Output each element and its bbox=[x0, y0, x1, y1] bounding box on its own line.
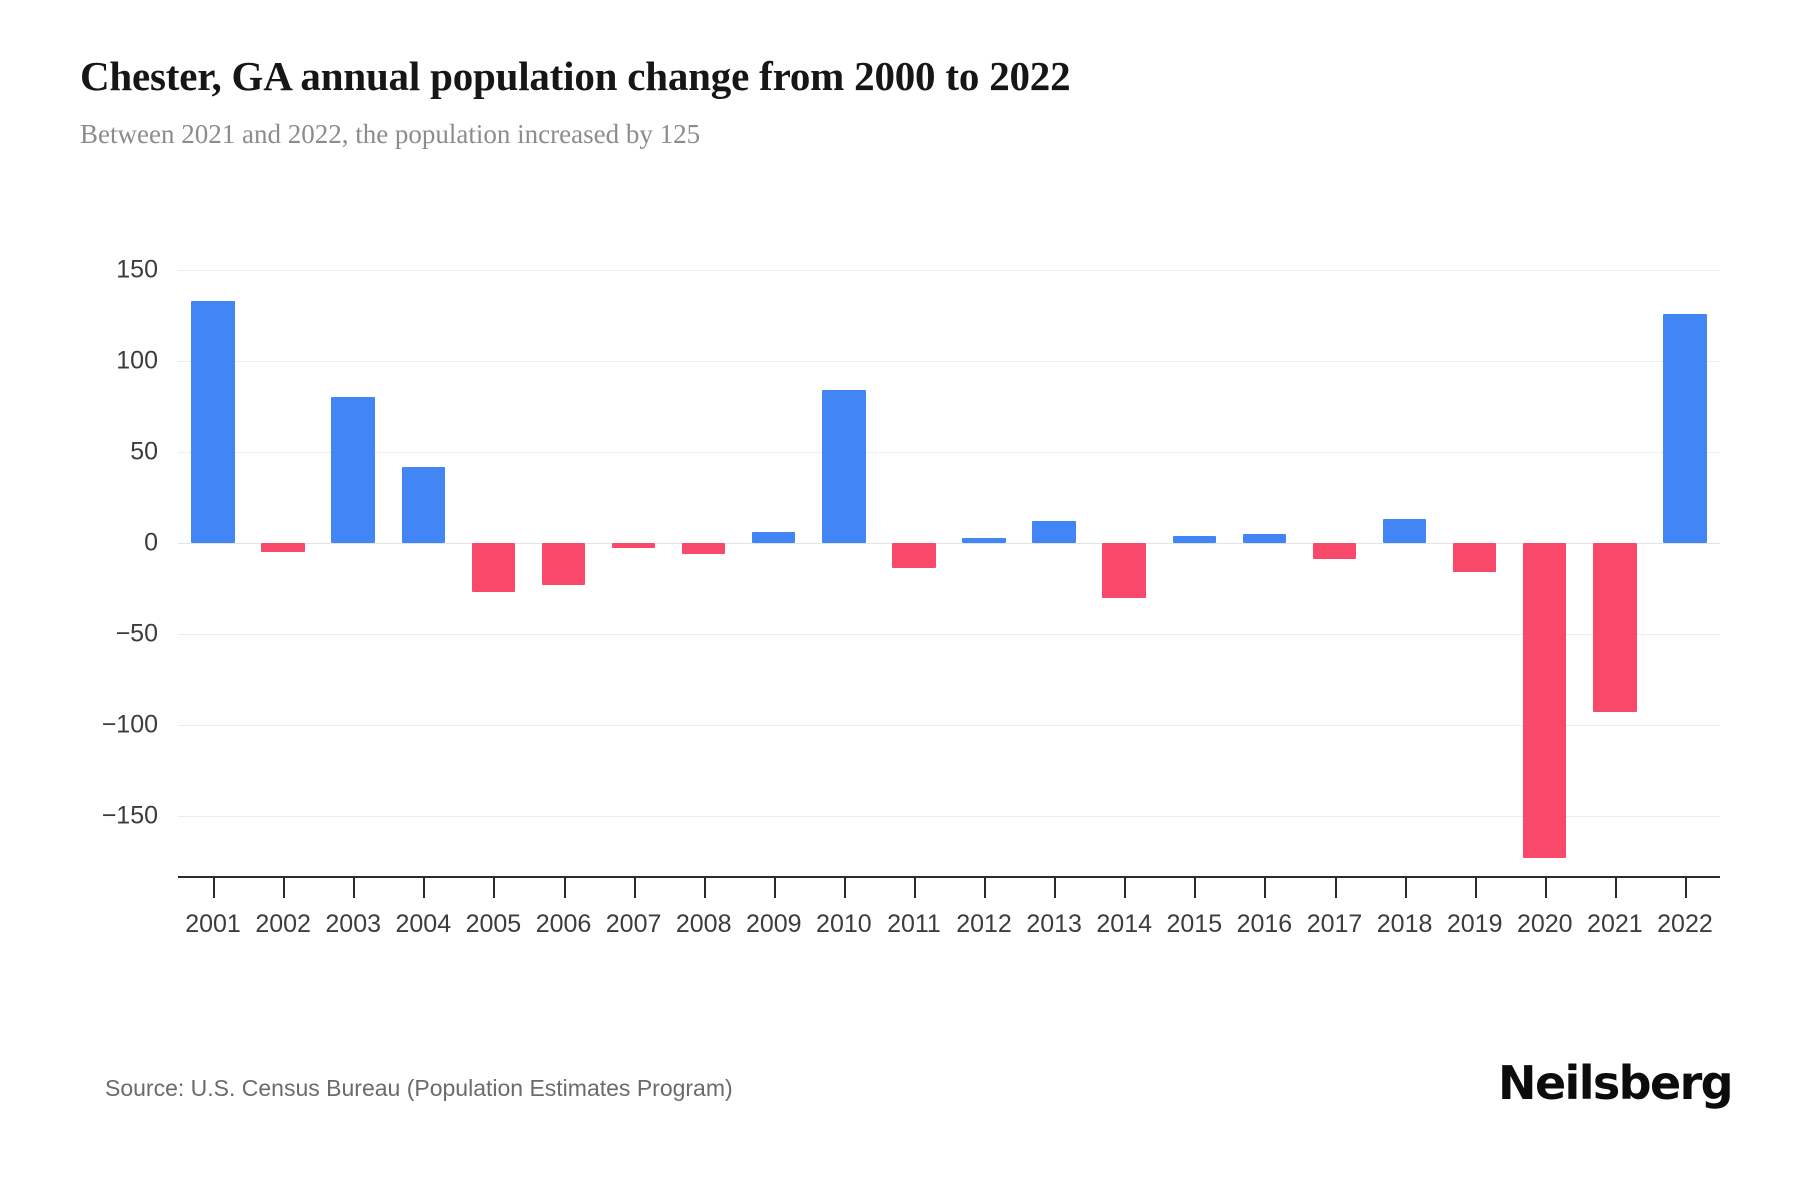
x-axis-label-2015: 2015 bbox=[1166, 910, 1223, 938]
x-axis-label-2011: 2011 bbox=[887, 910, 941, 938]
chart-subtitle: Between 2021 and 2022, the population in… bbox=[80, 119, 701, 150]
bar-2003[interactable] bbox=[331, 397, 375, 543]
bar-2016[interactable] bbox=[1242, 533, 1287, 543]
x-axis-tick bbox=[1544, 876, 1547, 898]
x-axis-tick bbox=[1334, 876, 1337, 898]
y-axis-tick-label: 150 bbox=[116, 255, 158, 284]
x-axis-tick bbox=[913, 876, 916, 898]
bar-2001[interactable] bbox=[191, 300, 235, 543]
y-axis-tick-label: 50 bbox=[130, 437, 158, 466]
gridline bbox=[178, 361, 1720, 362]
x-axis-label-2013: 2013 bbox=[1026, 910, 1082, 938]
x-axis-tick bbox=[423, 876, 426, 898]
x-axis-label-2006: 2006 bbox=[535, 910, 592, 938]
x-axis-tick bbox=[703, 876, 706, 898]
y-axis-tick-label: −50 bbox=[115, 619, 158, 648]
bar-2004[interactable] bbox=[401, 466, 446, 543]
x-axis-label-2008: 2008 bbox=[675, 910, 732, 938]
x-axis-label-2021: 2021 bbox=[1587, 910, 1643, 938]
gridline bbox=[178, 816, 1720, 817]
gridline bbox=[178, 270, 1720, 271]
x-axis-label-2017: 2017 bbox=[1306, 910, 1363, 938]
chart-plot-area: 150 100 50 0 −50 −100 −150 2001 2002 2003 2004 200… bbox=[0, 210, 1800, 938]
x-axis-label-2005: 2005 bbox=[465, 910, 522, 938]
x-axis-label-2022: 2022 bbox=[1657, 910, 1713, 938]
x-axis-tick bbox=[773, 876, 776, 898]
x-axis-label-2009: 2009 bbox=[745, 910, 802, 938]
x-axis-label-2020: 2020 bbox=[1516, 910, 1573, 938]
bar-2017[interactable] bbox=[1312, 543, 1357, 560]
y-axis-tick-label: 0 bbox=[144, 528, 158, 557]
bar-2011[interactable] bbox=[892, 543, 936, 569]
bar-plot: 150 100 50 0 −50 −100 −150 bbox=[102, 256, 1720, 858]
bar-2020[interactable] bbox=[1523, 543, 1567, 858]
page-title: Chester, GA annual population change fro… bbox=[80, 53, 1071, 99]
x-axis-line bbox=[178, 876, 1720, 878]
source-note: Source: U.S. Census Bureau (Population E… bbox=[105, 1075, 733, 1101]
gridline bbox=[178, 725, 1720, 726]
x-axis-label-2004: 2004 bbox=[395, 910, 452, 938]
x-axis-label-2002: 2002 bbox=[255, 910, 311, 938]
x-axis-tick bbox=[213, 876, 216, 898]
x-axis-tick bbox=[1684, 876, 1687, 898]
bar-2006[interactable] bbox=[541, 543, 586, 585]
bar-2015[interactable] bbox=[1172, 535, 1217, 543]
bar-2021[interactable] bbox=[1593, 543, 1637, 713]
bar-2013[interactable] bbox=[1032, 521, 1076, 543]
x-axis-label-2016: 2016 bbox=[1236, 910, 1293, 938]
x-axis-tick bbox=[984, 876, 987, 898]
x-axis-label-2019: 2019 bbox=[1446, 910, 1503, 938]
bar-2022[interactable] bbox=[1663, 313, 1707, 543]
bar-2019[interactable] bbox=[1452, 543, 1497, 573]
x-axis-label-2001: 2001 bbox=[185, 910, 241, 938]
x-axis-tick bbox=[633, 876, 636, 898]
gridline bbox=[178, 452, 1720, 453]
bar-2007[interactable] bbox=[611, 543, 656, 549]
x-axis-tick bbox=[563, 876, 566, 898]
x-axis-label-2010: 2010 bbox=[816, 910, 872, 938]
bar-2008[interactable] bbox=[681, 543, 726, 554]
bar-2009[interactable] bbox=[752, 532, 796, 543]
x-axis-tick bbox=[493, 876, 496, 898]
x-axis-tick bbox=[843, 876, 846, 898]
x-axis-tick bbox=[1614, 876, 1617, 898]
x-axis-tick bbox=[353, 876, 356, 898]
bar-2010[interactable] bbox=[822, 390, 866, 543]
x-axis-label-2012: 2012 bbox=[956, 910, 1012, 938]
bar-2005[interactable] bbox=[471, 543, 516, 593]
y-axis-tick-label: −100 bbox=[101, 710, 158, 739]
brand-logo: Neilsberg bbox=[1498, 1056, 1734, 1110]
y-axis-tick-label: −150 bbox=[101, 801, 158, 830]
bar-2014[interactable] bbox=[1102, 543, 1146, 598]
bar-2012[interactable] bbox=[962, 537, 1006, 543]
x-axis-tick bbox=[1124, 876, 1127, 898]
x-axis-tick bbox=[283, 876, 286, 898]
bar-2002[interactable] bbox=[261, 543, 305, 553]
x-axis-tick bbox=[1054, 876, 1057, 898]
x-axis-tick bbox=[1194, 876, 1197, 898]
y-axis-tick-label: 100 bbox=[116, 346, 158, 375]
x-axis-label-2003: 2003 bbox=[325, 910, 382, 938]
x-axis-tick bbox=[1404, 876, 1407, 898]
gridline bbox=[178, 634, 1720, 635]
x-axis-tick bbox=[1474, 876, 1477, 898]
x-axis-label-2018: 2018 bbox=[1376, 910, 1433, 938]
chart-header: Chester, GA annual population change fro… bbox=[80, 52, 1720, 151]
x-axis-label-2007: 2007 bbox=[605, 910, 662, 938]
gridline bbox=[178, 543, 1720, 544]
x-axis-label-2014: 2014 bbox=[1096, 910, 1153, 938]
bar-2018[interactable] bbox=[1382, 519, 1427, 543]
x-axis-tick bbox=[1264, 876, 1267, 898]
